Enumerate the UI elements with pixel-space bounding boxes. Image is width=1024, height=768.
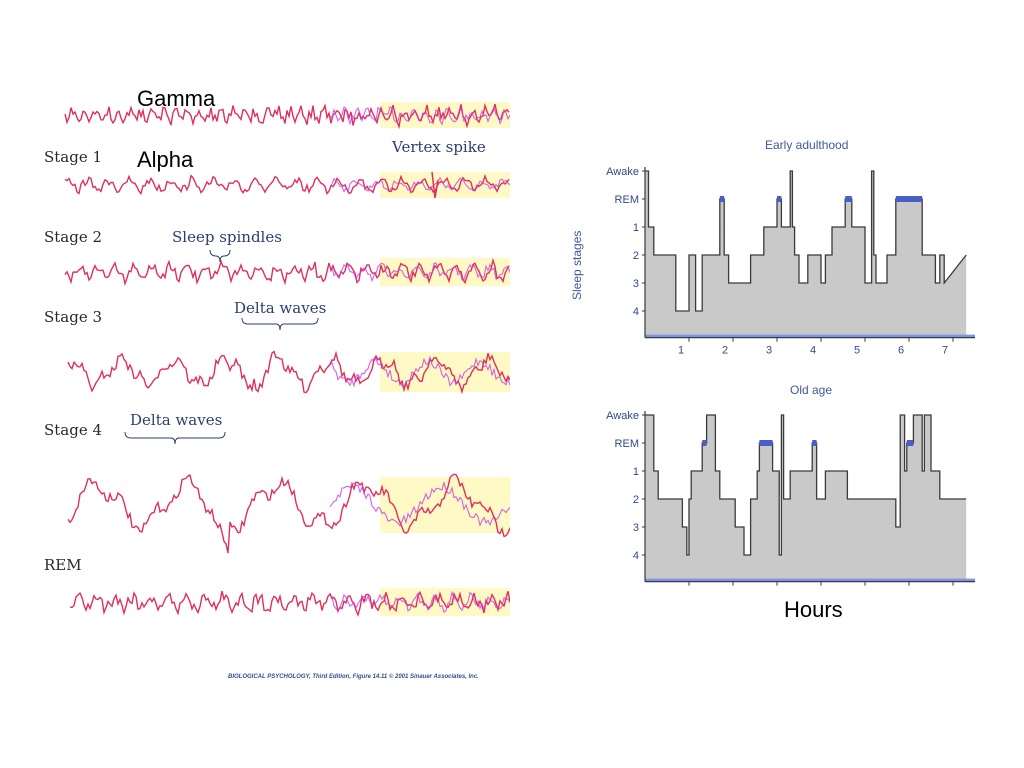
vertex-spike-mark [431,171,439,199]
eeg-trace-stage3-overlay [329,355,510,388]
x-tick-label: 5 [854,345,860,357]
x-tick-label: 3 [766,345,772,357]
hypnogram-old-age: Old age Awake REM 1 2 3 4 [565,380,985,595]
hours-label: Hours [784,597,843,622]
baseline-strip [645,334,975,338]
stage-label-2: Stage 2 [44,228,103,246]
eeg-trace-stage4-overlay [329,480,510,528]
eeg-trace-stage4 [67,473,510,554]
y-tick-label: REM [615,438,639,450]
hypnogram-early-adulthood: Early adulthood Sleep stages Awake REM 1 2 3… [565,135,985,370]
y-tick-label: 3 [633,278,639,290]
y-tick-label: 3 [633,522,639,534]
rem-bar [719,196,725,202]
x-tick-label: 1 [678,345,684,357]
eeg-trace-rem [69,590,510,618]
eeg-traces [64,102,510,618]
hypnogram-area [645,171,967,338]
y-tick-label: Awake [606,166,639,178]
eeg-trace-stage2-overlay [329,262,510,283]
y-tick-label: 2 [633,250,639,262]
eeg-figure: Stage 1 Stage 2 Stage 3 Stage 4 REM Vert… [30,80,510,690]
hypnogram-early-title: Early adulthood [765,138,849,152]
delta-waves-label-stage4: Delta waves [130,411,223,429]
y-tick-label: 1 [633,222,639,234]
stage-label-rem: REM [44,556,82,574]
rem-bar [759,440,773,446]
baseline-strip [645,578,975,582]
rem-bar [812,440,817,446]
rem-bar [895,196,923,202]
eeg-trace-stage1-overlay [329,176,510,194]
y-tick-label: Awake [606,410,639,422]
hypnogram-old-title: Old age [790,383,833,397]
stage-label-3: Stage 3 [44,308,103,326]
vertex-spike-label: Vertex spike [392,138,486,156]
rem-bar [777,196,782,202]
rem-bar [702,440,707,446]
eeg-trace-gamma-overlay [329,105,510,126]
eeg-trace-stage3 [67,350,510,395]
rem-bar [845,196,852,202]
delta-waves-brace-stage3 [241,317,319,331]
x-tick-label: 7 [942,345,948,357]
alpha-label: Alpha [137,147,194,172]
eeg-trace-rem-overlay [329,590,510,614]
stage-label-4: Stage 4 [44,421,103,439]
x-tick-label: 6 [898,345,904,357]
hypnogram-early-plot: Awake REM 1 2 3 4 1 2 3 4 5 6 7 [606,166,975,357]
x-tick-label: 4 [810,345,816,357]
y-tick-label: 4 [633,306,639,318]
x-tick-label: 2 [722,345,728,357]
eeg-trace-stage2 [64,257,510,287]
eeg-highlights [380,102,510,616]
hypnogram-line [645,170,967,312]
y-tick-label: 1 [633,466,639,478]
delta-waves-label-stage3: Delta waves [234,299,327,317]
hypnogram-old-plot: Awake REM 1 2 3 4 [606,410,975,586]
sleep-spindles-brace [209,249,231,263]
gamma-label: Gamma [137,86,216,111]
rem-bar [906,440,914,446]
eeg-highlight-band [380,258,510,286]
sleep-spindles-label: Sleep spindles [172,228,282,246]
stage-label-1: Stage 1 [44,148,103,166]
y-tick-label: 4 [633,550,639,562]
y-tick-label: REM [615,194,639,206]
delta-waves-brace-stage4 [124,431,226,445]
hypnogram-area [645,415,967,582]
figure-caption: BIOLOGICAL PSYCHOLOGY, Third Edition, Fi… [228,674,479,680]
y-tick-label: 2 [633,494,639,506]
